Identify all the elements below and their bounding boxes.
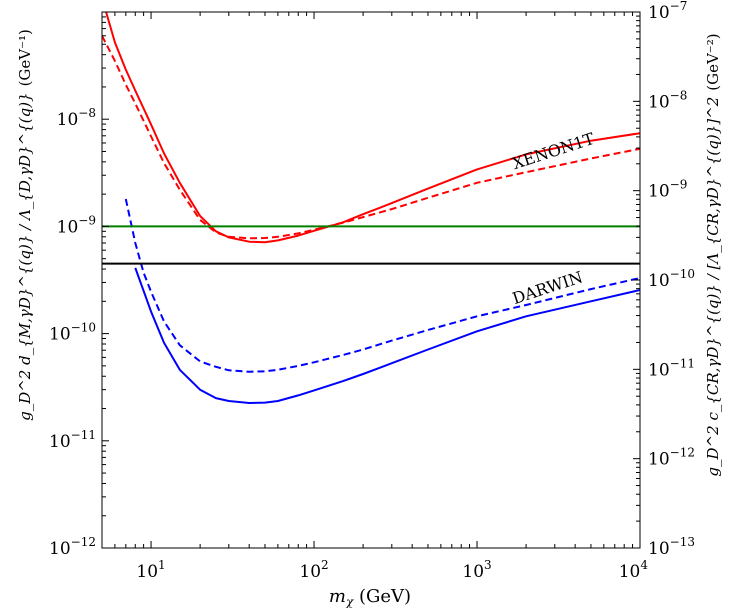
left-y-tick-label: 10−12 [49, 535, 96, 559]
series-line-darwin-dashed [124, 198, 640, 373]
series-line-xenon1t-dashed [102, 35, 640, 240]
x-tick-label: 102 [299, 558, 328, 582]
right-y-tick-label: 10−11 [648, 356, 695, 380]
left-y-tick-label: 10−9 [57, 213, 96, 237]
series-line-xenon1t-solid [105, 12, 640, 244]
right-y-tick-label: 10−8 [648, 88, 687, 112]
right-y-axis-title: g_D^2 c_{CR,γD}^{(q)} / [Λ_{CR,γD}^{(q)}… [704, 33, 722, 476]
right-y-tick-label: 10−7 [648, 0, 687, 23]
left-y-tick-label: 10−8 [57, 106, 96, 130]
right-y-tick-label: 10−10 [648, 267, 695, 291]
right-y-tick-label: 10−9 [648, 178, 687, 202]
left-y-tick-label: 10−10 [49, 321, 96, 345]
left-y-axis-title: g_D^2 d_{M,γD}^{(q)} / Λ_{D,γD}^{(q)}(Ge… [16, 29, 34, 421]
x-axis-title: mχ (GeV) [329, 586, 411, 608]
x-tick-label: 103 [462, 558, 491, 582]
x-tick-label: 101 [136, 558, 165, 582]
x-tick-label: 104 [619, 558, 649, 582]
right-y-tick-label: 10−13 [648, 535, 695, 559]
right-y-tick-label: 10−12 [648, 446, 695, 470]
left-y-tick-label: 10−11 [49, 428, 96, 452]
series-line-darwin-solid [134, 267, 640, 404]
